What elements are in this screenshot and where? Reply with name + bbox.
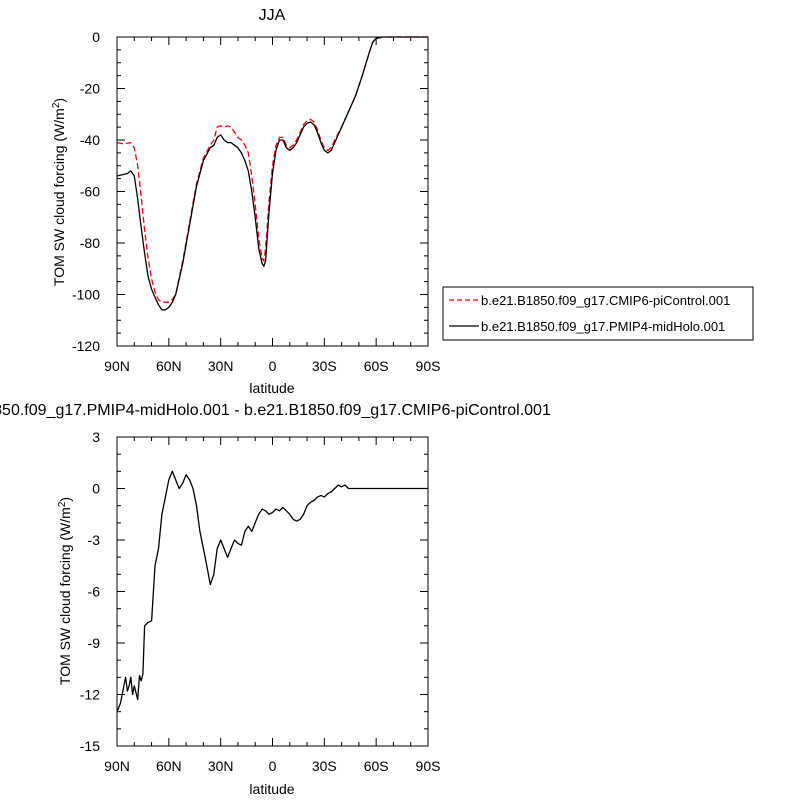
y-tick-label: -9 <box>88 635 101 651</box>
y-tick-label: 0 <box>92 29 100 45</box>
x-tick-label: 30S <box>312 358 337 374</box>
x-tick-label: 60S <box>364 758 389 774</box>
legend-item-picontrol: b.e21.B1850.f09_g17.CMIP6-piControl.001 <box>449 293 730 308</box>
y-tick-label: 0 <box>92 481 100 497</box>
series-line-difference <box>116 470 428 712</box>
x-tick-label: 60N <box>156 758 182 774</box>
y-tick-label: 3 <box>92 429 100 445</box>
axes-layer: 90N 60N 30N 0 30S 60S 90S 0 -20 -40 -60 -80 -100 -120 <box>72 29 440 374</box>
x-tick-label: 90N <box>104 358 130 374</box>
chart-title: JJA <box>259 7 286 24</box>
y-axis-label: TOM SW cloud forcing (W/m2) <box>51 98 67 286</box>
y-tick-label: -60 <box>80 184 100 200</box>
x-tick-label: 30S <box>312 758 337 774</box>
x-tick-label: 60S <box>364 358 389 374</box>
plot-frame <box>116 436 429 747</box>
series-layer-difference <box>116 470 428 712</box>
legend-item-midholo: b.e21.B1850.f09_g17.PMIP4-midHolo.001 <box>449 319 725 334</box>
y-tick-label: -6 <box>88 584 101 600</box>
series-line-picontrol <box>116 36 428 303</box>
y-axis-label-difference: TOM SW cloud forcing (W/m2) <box>57 497 73 685</box>
x-tick-label: 0 <box>269 758 277 774</box>
x-tick-label: 90S <box>416 358 441 374</box>
series-line-midholo <box>116 36 428 311</box>
x-tick-label: 90S <box>416 758 441 774</box>
y-tick-label: -20 <box>80 81 100 97</box>
chart-title-difference: 850.f09_g17.PMIP4-midHolo.001 - b.e21.B1… <box>0 402 551 419</box>
x-axis-label: latitude <box>249 380 294 396</box>
y-tick-label: -15 <box>80 738 100 754</box>
plot-frame <box>116 36 429 347</box>
x-tick-label: 30N <box>208 758 234 774</box>
x-tick-label: 60N <box>156 358 182 374</box>
legend: b.e21.B1850.f09_g17.CMIP6-piControl.001 … <box>442 286 754 341</box>
x-tick-label: 30N <box>208 358 234 374</box>
y-tick-label: -12 <box>80 687 100 703</box>
y-tick-label: -100 <box>72 287 100 303</box>
legend-box <box>442 286 754 341</box>
y-tick-label: -80 <box>80 235 100 251</box>
y-tick-label: -120 <box>72 338 100 354</box>
x-tick-label: 90N <box>104 758 130 774</box>
panel-top-chart: JJA 90N 60N 30N 0 30S 60S 90S 0 -20 -40 -60 -80 -100… <box>51 7 754 396</box>
series-layer <box>116 36 428 311</box>
y-tick-label: -3 <box>88 532 101 548</box>
legend-label-midholo: b.e21.B1850.f09_g17.PMIP4-midHolo.001 <box>481 319 725 334</box>
x-tick-label: 0 <box>269 358 277 374</box>
y-tick-label: -40 <box>80 132 100 148</box>
panel-bottom-chart: 850.f09_g17.PMIP4-midHolo.001 - b.e21.B1… <box>0 402 551 797</box>
legend-label-picontrol: b.e21.B1850.f09_g17.CMIP6-piControl.001 <box>481 293 730 308</box>
axes-layer-difference: 90N 60N 30N 0 30S 60S 90S 3 0 -3 -6 -9 -12 -15 <box>80 429 441 774</box>
x-axis-label-difference: latitude <box>249 781 294 797</box>
